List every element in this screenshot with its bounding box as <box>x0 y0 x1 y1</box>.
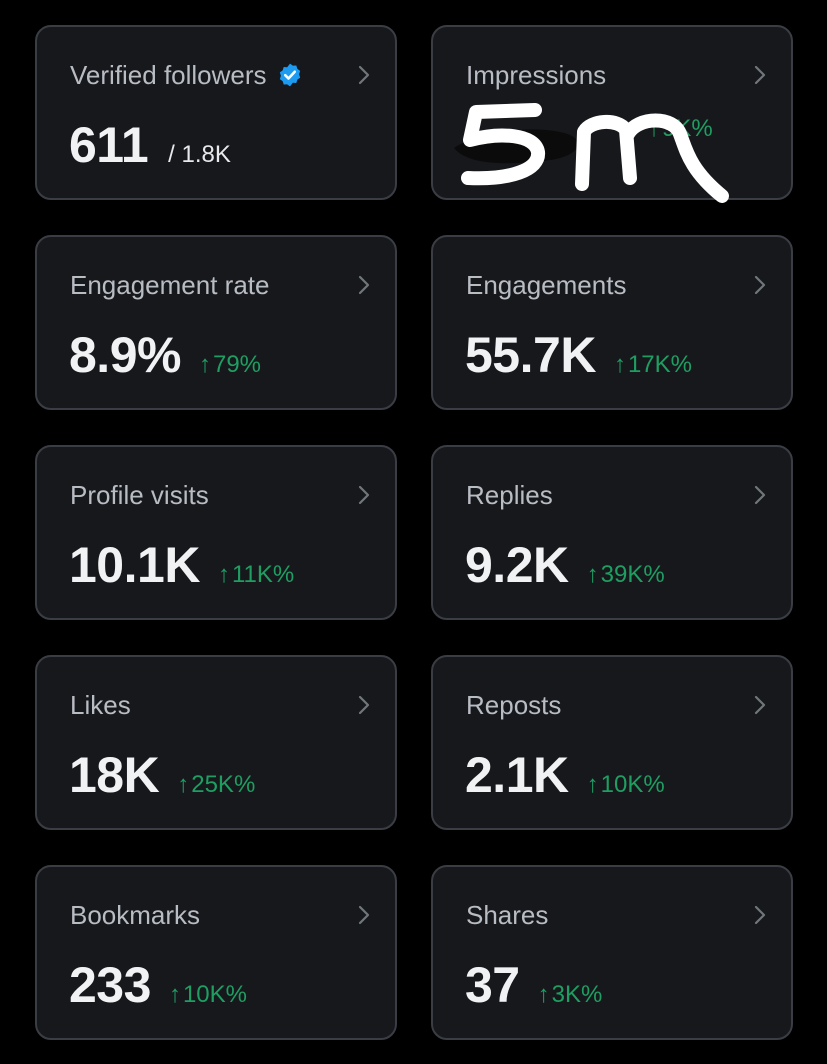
up-arrow-icon: ↑ <box>586 771 599 798</box>
card-label: Profile visits <box>70 480 209 510</box>
card-delta: ↑ 10K% <box>587 771 665 799</box>
chevron-right-icon <box>358 65 370 85</box>
card-value: 10.1K <box>69 537 200 593</box>
card-value-row: 18K ↑ 25K% <box>69 745 255 805</box>
card-delta: ↑ 25K% <box>177 771 255 799</box>
delta-value: 11K% <box>231 561 295 588</box>
up-arrow-icon: ↑ <box>198 351 211 378</box>
up-arrow-icon: ↑ <box>177 771 190 798</box>
card-label: Impressions <box>466 60 607 90</box>
card-delta: ↑ 9K% <box>648 115 713 143</box>
card-delta: ↑ 39K% <box>587 561 665 589</box>
card-delta: ↑ 79% <box>199 351 261 379</box>
card-value-row: 55.7K ↑ 17K% <box>465 325 692 385</box>
card-label: Engagements <box>466 270 627 300</box>
chevron-right-icon <box>754 65 766 85</box>
chevron-right-icon <box>358 485 370 505</box>
chevron-right-icon <box>358 275 370 295</box>
card-label: Verified followers <box>70 59 303 91</box>
up-arrow-icon: ↑ <box>586 561 599 588</box>
card-value: 37 <box>465 957 520 1013</box>
card-label: Bookmarks <box>70 900 201 930</box>
card-verified-followers[interactable]: Verified followers 611 / 1.8K <box>35 25 397 200</box>
card-bookmarks[interactable]: Bookmarks 233 ↑ 10K% <box>35 865 397 1040</box>
card-label: Engagement rate <box>70 270 270 300</box>
card-value: 55.7K <box>465 327 596 383</box>
delta-value: 10K% <box>600 771 665 798</box>
chevron-right-icon <box>358 695 370 715</box>
card-replies[interactable]: Replies 9.2K ↑ 39K% <box>431 445 793 620</box>
chevron-right-icon <box>754 905 766 925</box>
delta-value: 10K% <box>182 981 247 1008</box>
card-engagement-rate[interactable]: Engagement rate 8.9% ↑ 79% <box>35 235 397 410</box>
card-label: Reposts <box>466 690 562 720</box>
card-value-row: 2.1K ↑ 10K% <box>465 745 665 805</box>
chevron-right-icon <box>358 905 370 925</box>
delta-value: 79% <box>212 351 262 378</box>
verified-badge-icon <box>279 63 300 87</box>
delta-value: 17K% <box>627 351 692 378</box>
card-value-row: 10.1K ↑ 11K% <box>69 535 294 595</box>
card-shares[interactable]: Shares 37 ↑ 3K% <box>431 865 793 1040</box>
card-delta: ↑ 17K% <box>614 351 692 379</box>
card-value: 2.1K <box>465 747 569 803</box>
card-value-row: 611 / 1.8K <box>69 115 231 175</box>
card-value: 9.2K <box>465 537 569 593</box>
card-value: 611 <box>69 117 149 173</box>
card-value-row: 8.9% ↑ 79% <box>69 325 261 385</box>
card-label: Replies <box>466 480 553 510</box>
delta-value: 3K% <box>551 981 603 1008</box>
card-delta: ↑ 3K% <box>538 981 603 1009</box>
card-reposts[interactable]: Reposts 2.1K ↑ 10K% <box>431 655 793 830</box>
chevron-right-icon <box>754 485 766 505</box>
delta-value: 25K% <box>191 771 256 798</box>
card-delta: ↑ 11K% <box>218 561 294 589</box>
card-engagements[interactable]: Engagements 55.7K ↑ 17K% <box>431 235 793 410</box>
card-impressions[interactable]: Impressions ↑ 9K% <box>431 25 793 200</box>
card-likes[interactable]: Likes 18K ↑ 25K% <box>35 655 397 830</box>
verified-followers-label: Verified followers <box>70 60 267 90</box>
card-value-row: ↑ 9K% <box>648 115 713 143</box>
card-value-row: 9.2K ↑ 39K% <box>465 535 665 595</box>
up-arrow-icon: ↑ <box>168 981 181 1008</box>
card-value-row: 233 ↑ 10K% <box>69 955 247 1015</box>
up-arrow-icon: ↑ <box>217 561 230 588</box>
card-secondary-value: / 1.8K <box>168 141 231 168</box>
card-label: Shares <box>466 900 549 930</box>
card-value: 18K <box>69 747 160 803</box>
card-value: 8.9% <box>69 327 181 383</box>
card-value-row: 37 ↑ 3K% <box>465 955 602 1015</box>
up-arrow-icon: ↑ <box>537 981 550 1008</box>
card-value: 233 <box>69 957 151 1013</box>
delta-value: 39K% <box>600 561 665 588</box>
chevron-right-icon <box>754 695 766 715</box>
up-arrow-icon: ↑ <box>648 115 660 142</box>
card-delta: ↑ 10K% <box>169 981 247 1009</box>
chevron-right-icon <box>754 275 766 295</box>
card-profile-visits[interactable]: Profile visits 10.1K ↑ 11K% <box>35 445 397 620</box>
up-arrow-icon: ↑ <box>613 351 626 378</box>
delta-value: 9K% <box>662 115 713 142</box>
card-label: Likes <box>70 690 131 720</box>
